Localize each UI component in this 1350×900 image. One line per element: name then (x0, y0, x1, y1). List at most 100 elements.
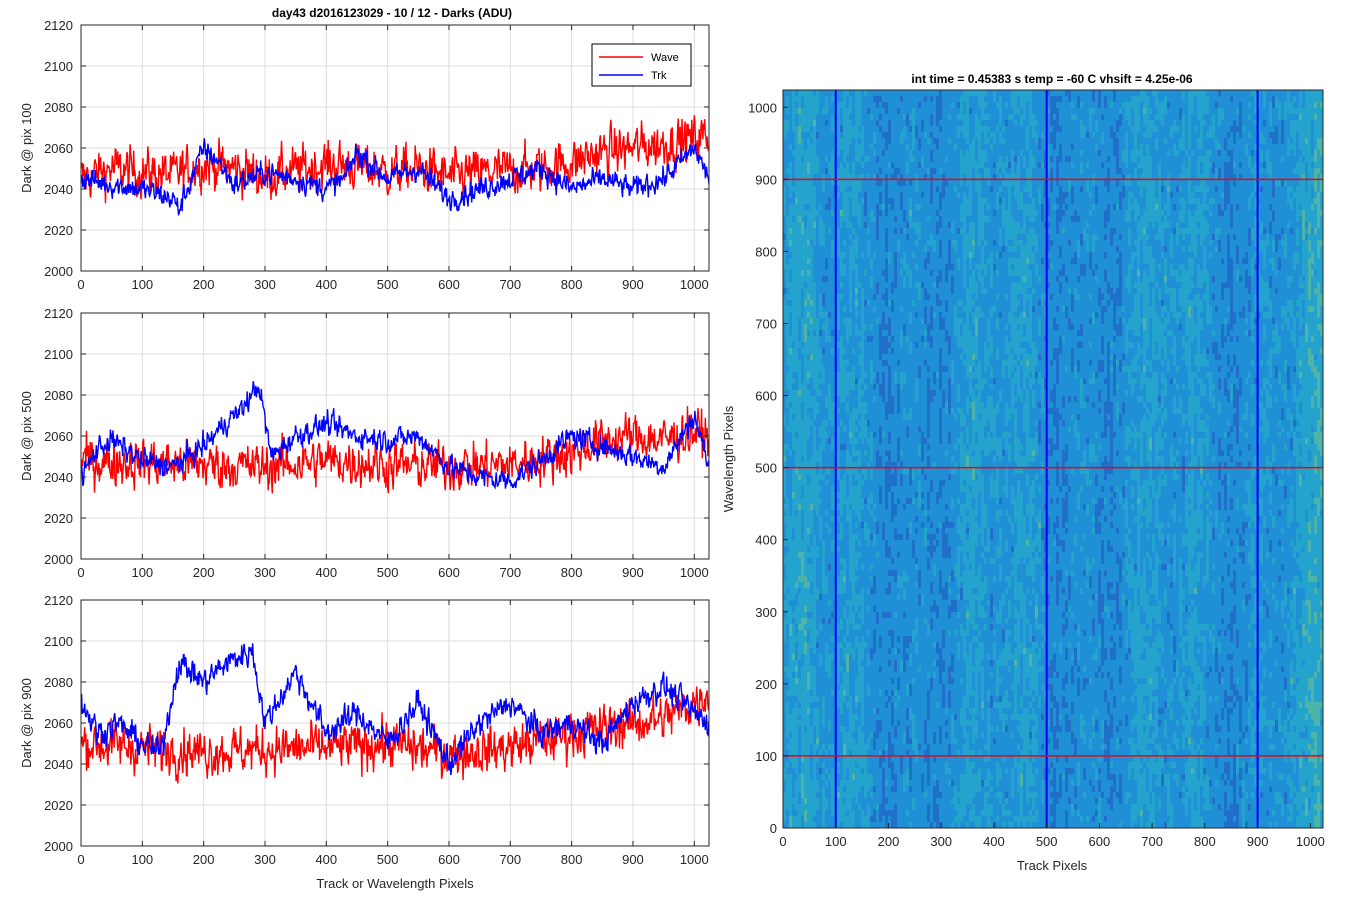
heatmap-cell (864, 774, 867, 780)
heatmap-cell (987, 114, 990, 120)
heatmap-cell (999, 606, 1002, 612)
heatmap-cell (969, 588, 972, 594)
heatmap-cell (960, 534, 963, 540)
heatmap-cell (927, 534, 930, 540)
heatmap-cell (990, 810, 993, 816)
heatmap-cell (864, 468, 867, 474)
heatmap-cell (807, 498, 810, 504)
heatmap-cell (807, 618, 810, 624)
heatmap-cell (849, 546, 852, 552)
heatmap-cell (807, 156, 810, 162)
heatmap-cell (891, 504, 894, 510)
heatmap-cell (855, 180, 858, 186)
heatmap-cell (969, 750, 972, 756)
heatmap-cell (849, 108, 852, 114)
heatmap-cell (1026, 654, 1029, 660)
heatmap-cell (972, 816, 975, 822)
heatmap-cell (789, 714, 792, 720)
heatmap-cell (1023, 108, 1026, 114)
heatmap-cell (960, 432, 963, 438)
heatmap-cell (795, 780, 798, 786)
heatmap-cell (861, 594, 864, 600)
heatmap-cell (915, 180, 918, 186)
heatmap-cell (999, 132, 1002, 138)
heatmap-cell (969, 192, 972, 198)
heatmap-cell (984, 90, 987, 96)
heatmap-cell (804, 810, 807, 816)
heatmap-cell (891, 702, 894, 708)
heatmap-cell (804, 600, 807, 606)
heatmap-cell (789, 204, 792, 210)
heatmap-cell (837, 144, 840, 150)
heatmap-cell (984, 516, 987, 522)
heatmap-cell (1017, 648, 1020, 654)
heatmap-cell (927, 816, 930, 822)
heatmap-cell (873, 396, 876, 402)
heatmap-cell (813, 630, 816, 636)
heatmap-cell (840, 180, 843, 186)
heatmap-cell (915, 516, 918, 522)
heatmap-cell (939, 246, 942, 252)
heatmap-cell (1026, 546, 1029, 552)
heatmap-cell (798, 462, 801, 468)
heatmap-cell (993, 738, 996, 744)
heatmap-cell (948, 390, 951, 396)
heatmap-cell (828, 744, 831, 750)
heatmap-cell (963, 168, 966, 174)
heatmap-cell (876, 282, 879, 288)
heatmap-cell (969, 234, 972, 240)
heatmap-cell (903, 378, 906, 384)
heatmap-cell (795, 702, 798, 708)
heatmap-cell (1032, 726, 1035, 732)
heatmap-cell (855, 558, 858, 564)
heatmap-cell (957, 594, 960, 600)
heatmap-cell (804, 156, 807, 162)
heatmap-cell (1029, 456, 1032, 462)
heatmap-cell (915, 126, 918, 132)
heatmap-cell (984, 378, 987, 384)
heatmap-cell (792, 150, 795, 156)
heatmap-cell (843, 678, 846, 684)
heatmap-cell (945, 582, 948, 588)
heatmap-cell (990, 366, 993, 372)
heatmap-cell (852, 618, 855, 624)
heatmap-cell (903, 774, 906, 780)
heatmap-cell (978, 156, 981, 162)
heatmap-cell (930, 822, 933, 828)
heatmap-cell (969, 582, 972, 588)
heatmap-cell (1014, 594, 1017, 600)
heatmap-cell (1041, 630, 1044, 636)
heatmap-cell (1035, 600, 1038, 606)
heatmap-cell (1026, 252, 1029, 258)
heatmap-cell (936, 498, 939, 504)
heatmap-cell (1029, 108, 1032, 114)
heatmap-cell (831, 330, 834, 336)
heatmap-cell (969, 144, 972, 150)
heatmap-cell (852, 552, 855, 558)
heatmap-cell (840, 258, 843, 264)
heatmap-cell (978, 90, 981, 96)
heatmap-cell (798, 594, 801, 600)
heatmap-cell (951, 732, 954, 738)
heatmap-cell (948, 222, 951, 228)
heatmap-cell (849, 96, 852, 102)
heatmap-cell (852, 372, 855, 378)
heatmap-cell (984, 102, 987, 108)
heatmap-cell (846, 654, 849, 660)
heatmap-cell (807, 432, 810, 438)
heatmap-cell (873, 372, 876, 378)
heatmap-cell (795, 150, 798, 156)
heatmap-cell (903, 636, 906, 642)
heatmap-cell (930, 324, 933, 330)
heatmap-cell (942, 636, 945, 642)
heatmap-cell (1023, 624, 1026, 630)
heatmap-cell (849, 642, 852, 648)
heatmap-cell (822, 234, 825, 240)
heatmap-cell (990, 438, 993, 444)
heatmap-cell (1029, 312, 1032, 318)
heatmap-cell (786, 702, 789, 708)
heatmap-cell (837, 492, 840, 498)
heatmap-cell (1026, 90, 1029, 96)
heatmap-cell (846, 204, 849, 210)
heatmap-cell (852, 258, 855, 264)
